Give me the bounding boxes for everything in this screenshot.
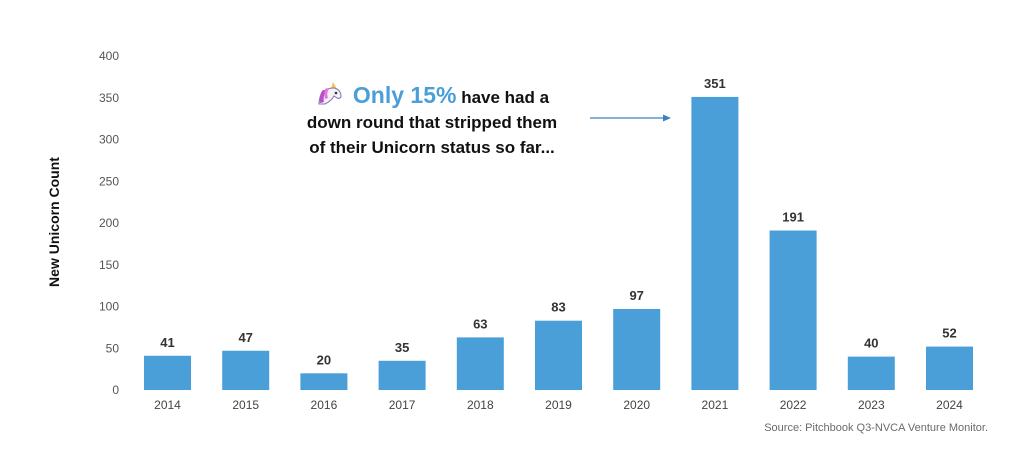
x-tick-label: 2022 bbox=[780, 398, 807, 412]
x-tick-label: 2019 bbox=[545, 398, 572, 412]
y-tick-label: 350 bbox=[99, 91, 119, 105]
data-label: 97 bbox=[629, 288, 643, 303]
x-tick-label: 2014 bbox=[154, 398, 181, 412]
data-label: 83 bbox=[551, 300, 565, 315]
bar bbox=[769, 230, 817, 390]
unicorn-icon bbox=[315, 80, 345, 106]
bar bbox=[847, 356, 895, 390]
data-label: 191 bbox=[782, 210, 804, 225]
bars bbox=[144, 96, 973, 390]
data-label: 40 bbox=[864, 336, 878, 351]
y-tick-label: 200 bbox=[99, 216, 119, 230]
source-note: Source: Pitchbook Q3-NVCA Venture Monito… bbox=[764, 422, 988, 434]
bar bbox=[535, 320, 582, 390]
annotation-line-1-rest: have had a bbox=[461, 88, 550, 107]
x-tick-label: 2024 bbox=[936, 398, 963, 412]
data-label: 63 bbox=[473, 316, 487, 331]
annotation-highlight: Only 15% bbox=[352, 82, 457, 108]
bar bbox=[691, 96, 739, 390]
x-tick-label: 2023 bbox=[858, 398, 885, 412]
bar bbox=[378, 360, 426, 390]
y-tick-label: 150 bbox=[99, 258, 119, 272]
data-label: 52 bbox=[942, 326, 956, 341]
annotation: Only 15% have had a down round that stri… bbox=[282, 80, 582, 160]
x-tick-label: 2020 bbox=[623, 398, 650, 412]
annotation-arrow bbox=[590, 114, 671, 122]
y-tick-label: 300 bbox=[99, 133, 119, 147]
x-tick-label: 2021 bbox=[702, 398, 729, 412]
x-tick-label: 2018 bbox=[467, 398, 494, 412]
y-tick-label: 400 bbox=[99, 49, 119, 63]
x-tick-label: 2016 bbox=[311, 398, 338, 412]
y-tick-label: 250 bbox=[99, 174, 119, 188]
bar bbox=[222, 350, 270, 390]
bar bbox=[613, 309, 661, 390]
annotation-line-3: of their Unicorn status so far... bbox=[309, 138, 555, 157]
bar bbox=[144, 355, 191, 390]
x-tick-label: 2017 bbox=[389, 398, 416, 412]
y-tick-label: 0 bbox=[112, 383, 119, 397]
annotation-line-2: down round that stripped them bbox=[306, 113, 558, 132]
data-label: 20 bbox=[317, 352, 331, 367]
y-tick-label: 50 bbox=[106, 341, 120, 355]
x-tick-label: 2015 bbox=[232, 398, 259, 412]
bar bbox=[300, 373, 348, 390]
y-axis-label: New Unicorn Count bbox=[46, 157, 62, 287]
data-label: 351 bbox=[704, 76, 726, 91]
data-label: 47 bbox=[238, 330, 252, 345]
annotation-line-1: Only 15% have had a bbox=[282, 80, 582, 110]
data-label: 41 bbox=[160, 335, 174, 350]
x-axis: 2014 2015 2016 2017 2018 2019 2020 2021 2022 2023… bbox=[154, 398, 963, 412]
y-axis: 0 50 100 150 200 250 300 350 400 bbox=[99, 49, 119, 397]
data-label: 35 bbox=[395, 340, 409, 355]
data-labels: 41 47 20 35 63 83 97 351 191 40 52 bbox=[160, 76, 956, 367]
y-tick-label: 100 bbox=[99, 300, 119, 314]
bar bbox=[456, 337, 504, 390]
bar bbox=[926, 346, 973, 390]
